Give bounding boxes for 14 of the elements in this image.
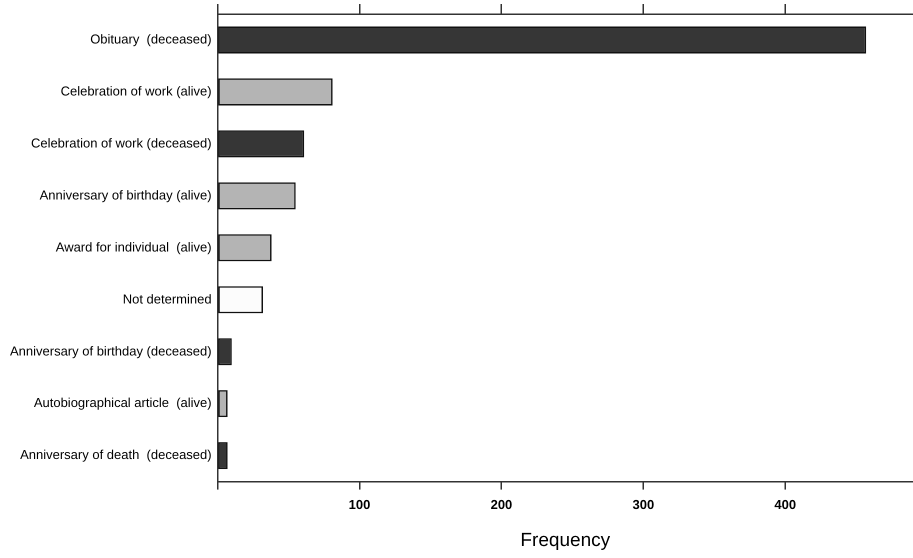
y-tick-label: Anniversary of birthday (deceased) (10, 343, 212, 358)
y-tick-label: Anniversary of birthday (alive) (40, 187, 212, 202)
x-tick-label: 400 (774, 496, 796, 512)
y-tick-label: Anniversary of death (deceased) (20, 447, 212, 462)
x-axis-title: Frequency (520, 530, 611, 551)
y-tick-label: Award for individual (alive) (56, 239, 212, 254)
y-tick-label: Celebration of work (deceased) (30, 135, 212, 150)
y-tick-label: Autobiographical article (alive) (34, 395, 212, 410)
y-tick-label: Not determined (122, 291, 212, 306)
x-tick-label: 100 (348, 496, 370, 512)
y-tick-label: Obituary (deceased) (90, 32, 212, 47)
y-tick-label: Celebration of work (alive) (60, 84, 212, 99)
x-tick-label: 300 (632, 496, 654, 512)
x-tick-label: 200 (490, 496, 512, 512)
